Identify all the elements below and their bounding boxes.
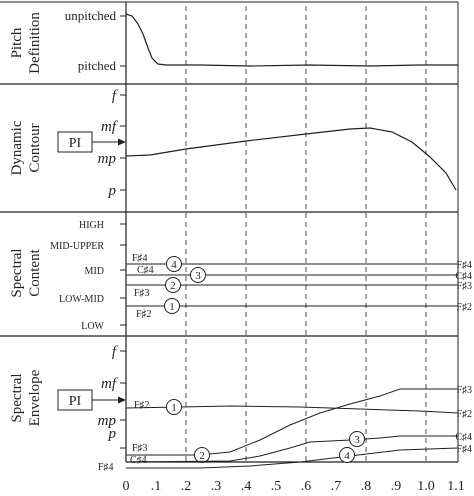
axis-ticks: [120, 15, 126, 449]
pitch-title-line2: Definition: [27, 12, 43, 74]
envelope-line-2-number: 2: [199, 450, 205, 462]
tick-label-0: 0: [123, 479, 130, 494]
content-level-high: HIGH: [79, 220, 104, 231]
envelope-line-1: F♯2 1 F♯2: [125, 399, 472, 420]
spectral-envelope-panel: Spectral Envelope f mf mp p PI F♯2 1 F♯2…: [9, 344, 472, 473]
content-level-low-mid: LOW-MID: [59, 294, 104, 305]
envelope-line-1-marker: [166, 399, 182, 415]
pitch-definition-curve: [125, 13, 458, 67]
envelope-line-3: C♯4 3 C♯4: [125, 431, 472, 466]
content-line-4-marker: [166, 256, 182, 272]
envelope-level-p: p: [108, 426, 117, 442]
dynamic-title-line2: Contour: [27, 123, 43, 172]
panel-frame: [0, 1, 459, 463]
envelope-line-3-marker: [349, 431, 365, 447]
time-axis: 0 .1 .2 .3 .4 .5 .6 .7 .8 .9 1.0 1.1: [123, 479, 465, 494]
dynamic-pi-arrowhead: [118, 138, 126, 146]
content-title-line2: Content: [27, 248, 43, 296]
dynamic-level-f: f: [112, 88, 118, 104]
dynamic-pi-label: PI: [69, 136, 82, 151]
envelope-line-1-number: 1: [171, 402, 177, 414]
content-line-4-end: F♯4: [456, 260, 472, 271]
envelope-line-4-number: 4: [344, 450, 350, 462]
content-line-1-number: 1: [169, 301, 175, 313]
envelope-line-3-start: C♯4: [130, 455, 147, 466]
content-line-1-marker: [164, 298, 180, 314]
pitch-title-line1: Pitch: [9, 27, 25, 58]
dynamic-title-line1: Dynamic: [9, 120, 25, 175]
content-line-2-number: 2: [170, 280, 176, 292]
envelope-line-2: F♯3 2 F♯3: [126, 385, 472, 463]
content-level-mid-upper: MID-UPPER: [50, 241, 104, 252]
time-gridlines: [185, 6, 427, 462]
envelope-line-2-marker: [194, 447, 210, 463]
tick-label-04: .4: [241, 479, 252, 494]
content-line-2-start: F♯3: [134, 288, 150, 299]
content-line-4-start: F♯4: [132, 253, 148, 264]
content-level-low: LOW: [81, 321, 104, 332]
envelope-line-4-marker: [339, 447, 355, 463]
envelope-line-1-start: F♯2: [134, 400, 150, 411]
envelope-line-1-end: F♯2: [456, 409, 472, 420]
envelope-title-line2: Envelope: [27, 369, 43, 426]
tick-label-06: .6: [301, 479, 312, 494]
content-line-1-end: F♯2: [456, 302, 472, 313]
tick-label-10: 1.0: [417, 479, 435, 494]
content-line-3: C♯4 3 C♯4: [126, 265, 472, 283]
dynamic-level-p: p: [108, 183, 117, 199]
envelope-level-mf: mf: [101, 376, 118, 392]
spectral-content-panel: Spectral Content HIGH MID-UPPER MID LOW-…: [9, 220, 472, 332]
dynamic-level-mf: mf: [101, 119, 118, 135]
pitch-level-pitched: pitched: [78, 58, 117, 73]
envelope-pi-arrowhead: [118, 396, 126, 404]
pitch-level-unpitched: unpitched: [65, 8, 117, 23]
content-line-4: F♯4 4 F♯4: [126, 253, 472, 272]
envelope-title-line1: Spectral: [9, 373, 25, 422]
tick-label-09: .9: [391, 479, 402, 494]
envelope-level-f: f: [112, 344, 118, 360]
content-line-1: F♯2 1 F♯2: [126, 298, 472, 320]
envelope-line-4: F♯4 4 F♯4: [98, 444, 472, 473]
envelope-level-mp: mp: [98, 413, 117, 429]
content-line-3-start: C♯4: [137, 265, 154, 276]
tick-label-01: .1: [151, 479, 162, 494]
tick-label-07: .7: [331, 479, 342, 494]
content-line-4-number: 4: [171, 259, 177, 271]
envelope-line-2-start: F♯3: [132, 443, 148, 454]
content-line-3-number: 3: [195, 270, 201, 282]
tick-label-08: .8: [361, 479, 372, 494]
content-line-2: F♯3 2 F♯3: [126, 277, 472, 299]
tick-label-02: .2: [181, 479, 192, 494]
content-line-3-marker: [190, 267, 206, 283]
envelope-line-4-start: F♯4: [98, 462, 114, 473]
content-line-2-end: F♯3: [456, 281, 472, 292]
content-level-mid: MID: [85, 266, 104, 277]
dynamic-contour-curve: [125, 127, 457, 191]
tick-label-05: .5: [271, 479, 282, 494]
tick-label-03: .3: [211, 479, 222, 494]
envelope-line-3-end: C♯4: [455, 432, 472, 443]
content-line-1-start: F♯2: [136, 309, 152, 320]
envelope-line-2-end: F♯3: [456, 385, 472, 396]
envelope-line-3-number: 3: [354, 434, 360, 446]
envelope-line-4-end: F♯4: [456, 444, 472, 455]
content-line-3-end: C♯4: [455, 271, 472, 282]
dynamic-contour-panel: Dynamic Contour f mf mp p PI: [9, 88, 457, 199]
dynamic-level-mp: mp: [98, 151, 117, 167]
pitch-definition-panel: Pitch Definition unpitched pitched: [9, 8, 458, 74]
content-title-line1: Spectral: [9, 248, 25, 297]
tick-label-11: 1.1: [447, 479, 465, 494]
content-line-2-marker: [165, 277, 181, 293]
envelope-pi-label: PI: [69, 394, 82, 409]
